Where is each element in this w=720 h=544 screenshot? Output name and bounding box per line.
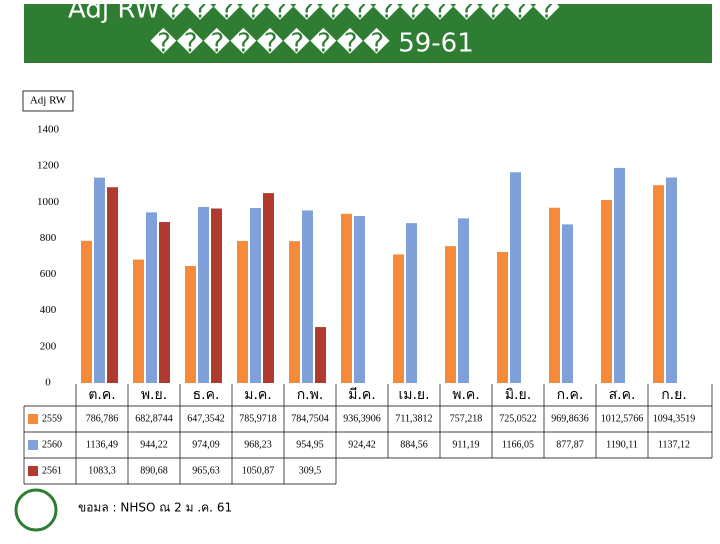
bar	[445, 246, 456, 383]
bar	[614, 167, 625, 383]
legend-label: 2561	[42, 465, 62, 476]
bar	[237, 240, 248, 383]
bar	[133, 259, 144, 383]
data-label: 884,56	[400, 439, 428, 450]
legend-swatch	[28, 440, 38, 450]
bar	[393, 254, 404, 383]
x-tick-label: เม.ย.	[398, 387, 429, 403]
data-label: 784,7504	[291, 413, 329, 424]
data-label: 647,3542	[187, 413, 225, 424]
y-label-box	[22, 90, 74, 112]
x-tick-label: มี.ค.	[348, 387, 376, 403]
bar	[94, 177, 105, 383]
data-label: 954,95	[296, 439, 324, 450]
x-tick-label: มิ.ย.	[505, 387, 531, 403]
bar	[198, 206, 209, 383]
data-label: 974,09	[192, 439, 220, 450]
bar	[289, 241, 300, 383]
y-tick-label: 0	[45, 377, 51, 389]
bar	[341, 213, 352, 383]
data-label: 911,19	[452, 439, 479, 450]
bar	[497, 251, 508, 383]
bar	[458, 218, 469, 383]
x-tick-label: พ.ค.	[452, 387, 480, 403]
data-label: 936,3906	[343, 413, 381, 424]
data-label: 1094,3519	[653, 413, 696, 424]
data-label: 785,9718	[239, 413, 277, 424]
x-tick-label: ธ.ค.	[193, 387, 220, 403]
bar	[159, 222, 170, 383]
chart-subtitle: ��������� 59-61	[150, 28, 474, 59]
data-label: 1137,12	[658, 439, 690, 450]
y-tick-label: 1000	[37, 196, 60, 208]
bar	[653, 185, 664, 383]
legend-label: 2560	[42, 439, 62, 450]
bar	[107, 187, 118, 383]
bar	[562, 224, 573, 383]
data-label: 877,87	[556, 439, 584, 450]
x-tick-label: ก.ค.	[557, 387, 584, 403]
y-tick-label: 800	[40, 232, 57, 244]
data-label: 965,63	[192, 465, 220, 476]
data-label: 1012,5766	[601, 413, 644, 424]
x-tick-label: ม.ค.	[244, 387, 272, 403]
bar	[510, 172, 521, 383]
data-label: 924,42	[348, 439, 376, 450]
data-label: 786,786	[86, 413, 119, 424]
y-tick-label: 600	[40, 268, 57, 280]
bar	[666, 177, 677, 383]
y-axis-label: Adj RW	[30, 95, 67, 107]
bar	[315, 327, 326, 383]
x-tick-label: พ.ย.	[141, 387, 167, 403]
bar	[146, 212, 157, 383]
bar	[81, 240, 92, 383]
data-label: 725,0522	[499, 413, 537, 424]
x-tick-label: ต.ค.	[88, 387, 115, 403]
legend-swatch	[28, 414, 38, 424]
y-tick-label: 1400	[37, 124, 60, 136]
bar	[302, 210, 313, 383]
legend-swatch	[28, 466, 38, 476]
bar	[354, 215, 365, 383]
y-tick-label: 200	[40, 340, 57, 352]
data-label: 1136,49	[86, 439, 118, 450]
x-tick-label: ก.ย.	[661, 387, 687, 403]
data-label: 969,8636	[551, 413, 589, 424]
data-label: 1050,87	[242, 465, 275, 476]
data-label: 890,68	[140, 465, 168, 476]
data-label: 968,23	[244, 439, 272, 450]
data-label: 757,218	[450, 413, 483, 424]
bar	[549, 207, 560, 383]
source-note: ขอมล : NHSO ณ 2 ม .ค. 61	[78, 501, 232, 515]
bar	[250, 208, 261, 383]
data-label: 309,5	[299, 465, 322, 476]
bar	[263, 193, 274, 383]
y-tick-label: 400	[40, 304, 57, 316]
data-label: 711,3812	[395, 413, 432, 424]
bar	[185, 266, 196, 383]
data-label: 682,8744	[135, 413, 173, 424]
bar	[211, 208, 222, 383]
bar	[601, 200, 612, 383]
header-band	[24, 4, 712, 63]
x-tick-label: ก.พ.	[297, 387, 324, 403]
x-tick-label: ส.ค.	[609, 387, 636, 403]
data-label: 1190,11	[606, 439, 638, 450]
bar	[406, 223, 417, 383]
data-label: 1166,05	[502, 439, 534, 450]
data-label: 1083,3	[88, 465, 116, 476]
data-label: 944,22	[140, 439, 168, 450]
logo	[14, 488, 58, 532]
legend-label: 2559	[42, 413, 62, 424]
chart-title: Adj RW���������������	[68, 0, 560, 25]
y-tick-label: 1200	[37, 160, 60, 172]
